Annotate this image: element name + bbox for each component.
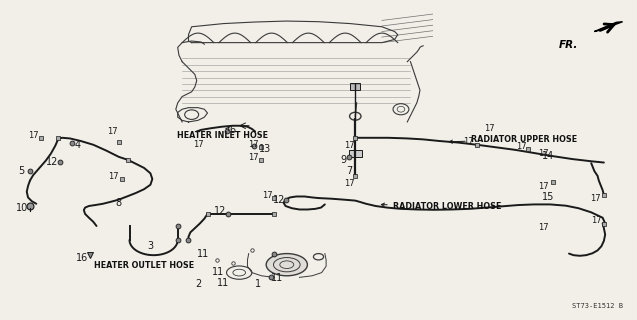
Text: 8: 8 bbox=[116, 198, 122, 208]
Text: 13: 13 bbox=[259, 144, 271, 154]
Text: 10: 10 bbox=[15, 203, 28, 213]
Text: 11: 11 bbox=[271, 273, 283, 283]
Text: 12: 12 bbox=[214, 206, 226, 216]
Ellipse shape bbox=[266, 253, 308, 276]
Text: ST73-E1512 B: ST73-E1512 B bbox=[572, 303, 623, 309]
Text: 17: 17 bbox=[28, 131, 38, 140]
Text: 17: 17 bbox=[248, 153, 259, 162]
Text: RADIATOR UPPER HOSE: RADIATOR UPPER HOSE bbox=[449, 135, 577, 144]
Text: 3: 3 bbox=[147, 241, 154, 251]
Text: 9: 9 bbox=[341, 155, 347, 165]
Text: 5: 5 bbox=[18, 166, 25, 176]
Text: 7: 7 bbox=[346, 166, 352, 176]
Text: 17: 17 bbox=[538, 223, 549, 232]
Polygon shape bbox=[594, 22, 622, 32]
Text: 15: 15 bbox=[542, 192, 554, 203]
Text: 12: 12 bbox=[46, 156, 59, 167]
Text: 16: 16 bbox=[76, 253, 89, 263]
Text: 11: 11 bbox=[217, 278, 229, 288]
Text: 11: 11 bbox=[212, 267, 224, 277]
Text: HEATER INLET HOSE: HEATER INLET HOSE bbox=[176, 126, 268, 140]
Text: 17: 17 bbox=[538, 181, 549, 190]
Bar bbox=[350, 83, 361, 90]
Text: 17: 17 bbox=[343, 141, 354, 150]
Text: 17: 17 bbox=[590, 194, 601, 203]
Text: 11: 11 bbox=[197, 249, 209, 259]
Text: 17: 17 bbox=[538, 149, 549, 158]
Bar bbox=[349, 150, 362, 157]
Text: 17: 17 bbox=[591, 216, 601, 225]
Text: 14: 14 bbox=[542, 151, 554, 161]
Text: 2: 2 bbox=[195, 279, 201, 289]
Text: 17: 17 bbox=[262, 191, 273, 200]
Text: 17: 17 bbox=[248, 140, 259, 149]
Text: 17: 17 bbox=[463, 137, 473, 146]
Text: 4: 4 bbox=[75, 140, 80, 150]
Text: 1: 1 bbox=[255, 279, 261, 289]
Text: FR.: FR. bbox=[559, 40, 578, 50]
Text: 17: 17 bbox=[343, 179, 354, 188]
Text: 17: 17 bbox=[516, 142, 527, 151]
Text: 17: 17 bbox=[107, 127, 118, 136]
Text: RADIATOR LOWER HOSE: RADIATOR LOWER HOSE bbox=[382, 203, 501, 212]
Text: 6: 6 bbox=[230, 125, 236, 135]
Text: HEATER OUTLET HOSE: HEATER OUTLET HOSE bbox=[94, 261, 194, 270]
Text: 17: 17 bbox=[192, 140, 203, 149]
Text: 17: 17 bbox=[484, 124, 495, 133]
Text: 12: 12 bbox=[273, 195, 285, 205]
Text: 17: 17 bbox=[108, 172, 119, 181]
